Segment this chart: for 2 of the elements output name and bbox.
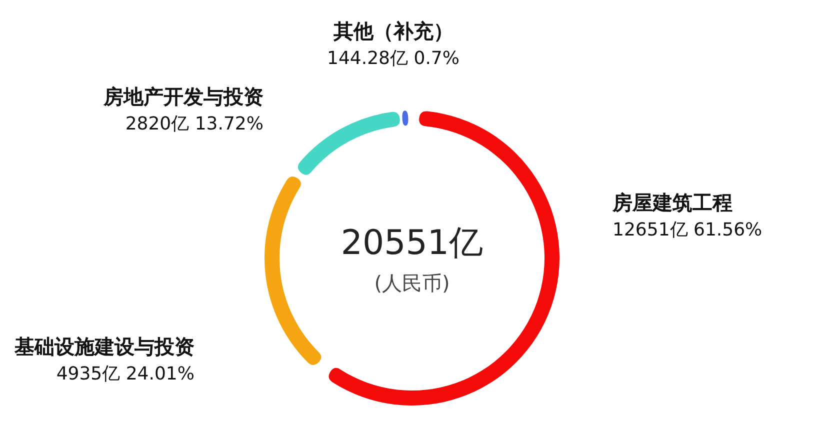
annotation: 20551亿 <box>340 223 484 263</box>
annotation: (人民币) <box>374 271 450 295</box>
